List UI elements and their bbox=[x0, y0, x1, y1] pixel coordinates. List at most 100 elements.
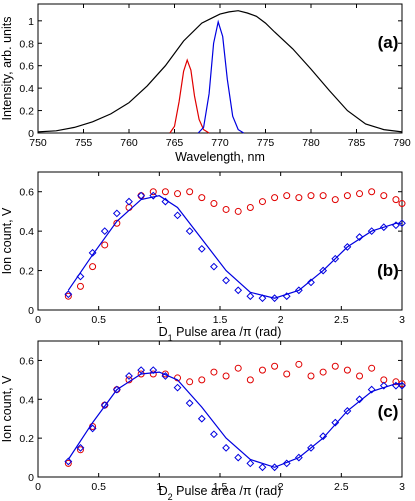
data-point-diamond bbox=[137, 366, 146, 375]
data-point-circle bbox=[89, 263, 97, 271]
x-tick-label: 2.5 bbox=[334, 481, 349, 493]
data-point-circle bbox=[149, 188, 157, 196]
data-point-diamond bbox=[355, 395, 364, 404]
data-point-circle bbox=[137, 192, 145, 200]
series-line bbox=[67, 371, 402, 468]
data-point-circle bbox=[113, 219, 121, 227]
series-line bbox=[169, 58, 210, 134]
data-point-circle bbox=[64, 292, 72, 300]
data-point-diamond bbox=[398, 381, 406, 390]
x-tick-label: 750 bbox=[29, 137, 47, 149]
data-point-circle bbox=[283, 192, 291, 200]
series-1 bbox=[169, 58, 210, 134]
data-point-circle bbox=[319, 368, 327, 376]
x-axis-label-subscript: 1 bbox=[168, 333, 173, 343]
data-point-circle bbox=[398, 200, 406, 208]
data-point-diamond bbox=[210, 262, 218, 271]
data-point-circle bbox=[101, 241, 109, 249]
data-point-circle bbox=[380, 192, 388, 200]
x-tick-label: 770 bbox=[211, 137, 229, 149]
data-point-circle bbox=[331, 196, 339, 204]
x-tick-label: 775 bbox=[257, 137, 275, 149]
data-point-diamond bbox=[100, 227, 109, 236]
data-point-circle bbox=[295, 194, 303, 202]
data-point-circle bbox=[368, 188, 376, 196]
panel-1: 750 755 760 765 770 775 780 785 790 0 0.2 0.4 0.6 0.8… bbox=[0, 3, 411, 164]
series-1 bbox=[64, 191, 406, 303]
y-axis-label: Ion count, V bbox=[0, 375, 14, 442]
data-point-diamond bbox=[149, 366, 158, 375]
series-1 bbox=[64, 366, 406, 472]
data-point-circle bbox=[271, 194, 279, 202]
data-point-diamond bbox=[246, 459, 255, 468]
series-2 bbox=[67, 195, 402, 299]
x-tick-label: 1.5 bbox=[213, 314, 228, 326]
data-point-circle bbox=[271, 362, 279, 370]
series-line bbox=[197, 19, 245, 134]
data-point-diamond bbox=[112, 209, 121, 218]
x-tick-label: 0 bbox=[35, 481, 41, 493]
data-point-circle bbox=[307, 192, 315, 200]
y-tick-label: 0 bbox=[28, 128, 34, 140]
x-tick-label: 0 bbox=[35, 314, 41, 326]
x-tick-label: 3 bbox=[399, 314, 405, 326]
data-point-circle bbox=[222, 205, 230, 213]
data-point-diamond bbox=[137, 191, 146, 200]
data-point-diamond bbox=[367, 385, 376, 394]
x-tick-label: 760 bbox=[120, 137, 138, 149]
x-axis-label-rest: Pulse area /π (rad) bbox=[173, 484, 282, 498]
x-axis-label: D1 Pulse area /π (rad) bbox=[159, 325, 282, 343]
data-point-circle bbox=[392, 196, 400, 204]
data-point-circle bbox=[258, 366, 266, 374]
y-tick-label: 0.2 bbox=[19, 266, 34, 278]
data-point-circle bbox=[343, 192, 351, 200]
data-point-diamond bbox=[125, 372, 133, 380]
plot-frame bbox=[37, 340, 403, 478]
x-tick-label: 1 bbox=[156, 314, 162, 326]
x-tick-label: 1.5 bbox=[213, 481, 228, 493]
panel-label: (c) bbox=[378, 402, 399, 421]
data-point-circle bbox=[392, 378, 400, 386]
panel-label: (b) bbox=[377, 261, 399, 280]
x-tick-label: 2 bbox=[278, 481, 284, 493]
y-tick-label: 0 bbox=[28, 472, 34, 484]
data-point-circle bbox=[319, 192, 327, 200]
data-point-circle bbox=[174, 374, 182, 382]
data-point-diamond bbox=[234, 453, 243, 462]
data-point-diamond bbox=[222, 443, 230, 452]
data-point-diamond bbox=[258, 294, 267, 303]
data-point-circle bbox=[246, 376, 254, 384]
data-point-circle bbox=[283, 370, 291, 378]
x-tick-label: 755 bbox=[75, 137, 93, 149]
data-point-circle bbox=[64, 459, 72, 467]
data-point-diamond bbox=[125, 197, 133, 206]
data-point-diamond bbox=[307, 278, 315, 287]
data-point-diamond bbox=[398, 219, 406, 228]
y-tick-label: 0.6 bbox=[19, 187, 34, 199]
panel-label: (a) bbox=[378, 33, 399, 52]
x-tick-label: 0.5 bbox=[91, 314, 106, 326]
plot-frame bbox=[37, 3, 403, 134]
y-axis-label: Intensity, arb. units bbox=[0, 17, 14, 121]
data-point-circle bbox=[210, 368, 218, 376]
data-point-diamond bbox=[246, 292, 255, 301]
data-point-diamond bbox=[76, 443, 85, 452]
data-point-circle bbox=[210, 200, 218, 208]
series-2 bbox=[67, 371, 402, 468]
data-point-circle bbox=[149, 370, 157, 378]
data-point-diamond bbox=[282, 459, 291, 468]
data-point-circle bbox=[186, 188, 194, 196]
data-point-diamond bbox=[173, 383, 182, 392]
data-point-diamond bbox=[355, 233, 364, 241]
x-tick-label: 785 bbox=[348, 137, 366, 149]
data-point-circle bbox=[258, 198, 266, 206]
y-axis-label: Ion count, V bbox=[0, 207, 14, 274]
x-tick-label: 1 bbox=[156, 481, 162, 493]
data-point-diamond bbox=[185, 399, 194, 408]
data-point-diamond bbox=[210, 430, 218, 439]
y-tick-label: 0.6 bbox=[19, 61, 34, 73]
y-tick-label: 0.4 bbox=[19, 394, 34, 406]
data-point-circle bbox=[331, 362, 339, 370]
data-point-diamond bbox=[258, 463, 267, 472]
x-tick-label: 0.5 bbox=[91, 481, 106, 493]
